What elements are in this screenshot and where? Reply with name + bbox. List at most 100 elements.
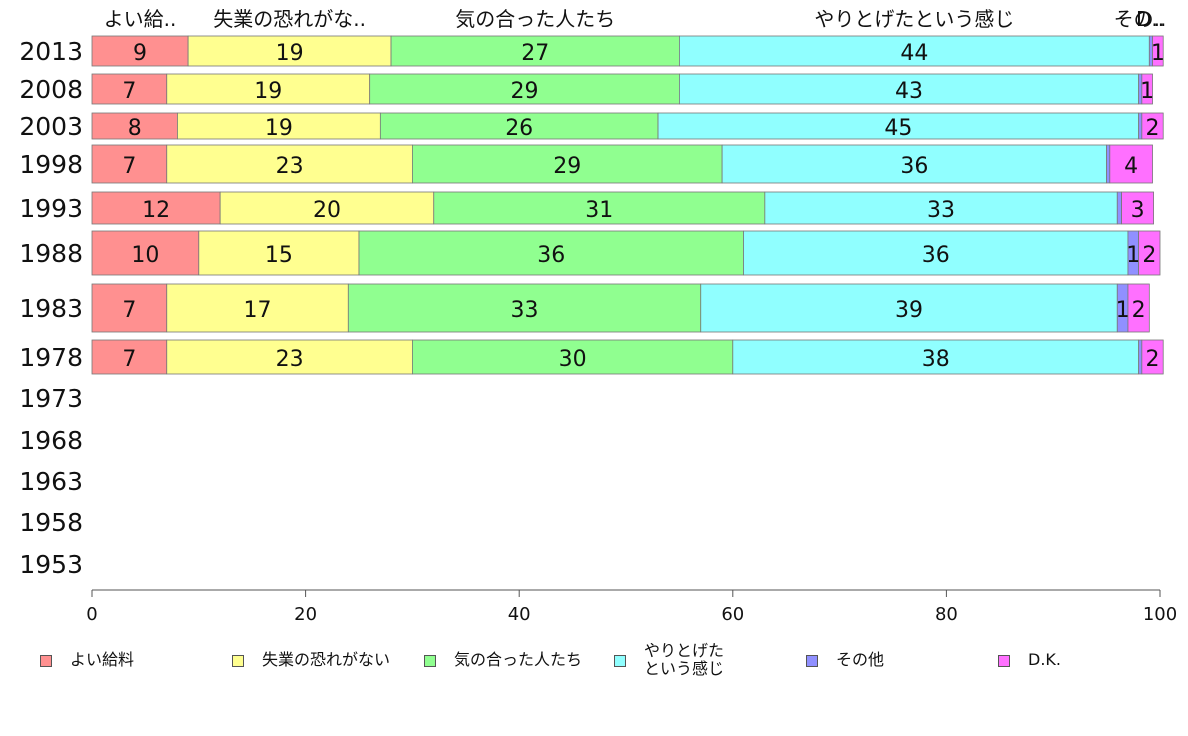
year-label: 1993 xyxy=(19,194,83,223)
bar-segment xyxy=(390,35,680,67)
data-label: 36 xyxy=(922,243,950,268)
legend-swatch xyxy=(998,655,1010,667)
data-label: 1 xyxy=(1126,243,1140,268)
data-label: 2 xyxy=(1146,116,1160,141)
bar-segment xyxy=(358,230,744,276)
bar-segment xyxy=(1127,283,1150,333)
data-label: 1 xyxy=(1151,41,1165,66)
x-tick-label: 60 xyxy=(721,604,744,625)
data-label: 30 xyxy=(559,347,587,372)
bar-segment xyxy=(411,144,723,184)
bar-segment xyxy=(91,73,168,105)
bar-segment xyxy=(1138,339,1143,375)
year-label: 1958 xyxy=(19,508,83,537)
legend-label: D.K. xyxy=(1028,650,1061,669)
data-label: 3 xyxy=(1131,198,1145,223)
data-label: 2 xyxy=(1132,298,1146,323)
bar-segment xyxy=(1152,35,1164,67)
data-label: 7 xyxy=(122,79,136,104)
stacked-bar-chart: 2013200820031998199319881983197819731968… xyxy=(19,7,1177,625)
legend-label: 気の合った人たち xyxy=(454,650,583,669)
chart-legend: よい給料 失業の恐れがない 気の合った人たち やりとげた という感じ その他 D.K. xyxy=(0,640,1188,700)
x-tick-label: 0 xyxy=(86,604,97,625)
data-label: 4 xyxy=(1124,154,1138,179)
bar-segment xyxy=(379,112,659,140)
data-label: 23 xyxy=(276,347,304,372)
data-label: 23 xyxy=(276,154,304,179)
bar-segment xyxy=(721,144,1108,184)
data-label: 9 xyxy=(133,41,147,66)
data-label: 2 xyxy=(1142,243,1156,268)
year-label: 1973 xyxy=(19,384,83,413)
legend-label: よい給料 xyxy=(70,650,135,669)
bar-segment xyxy=(166,73,371,105)
data-label: 2 xyxy=(1146,347,1160,372)
data-label: 10 xyxy=(131,243,159,268)
data-label: 19 xyxy=(276,41,304,66)
series-top-label: その.. xyxy=(1114,7,1167,31)
year-label: 1998 xyxy=(19,150,83,179)
bar-segment xyxy=(1138,230,1161,276)
bar-segment xyxy=(187,35,392,67)
data-label: 7 xyxy=(122,298,136,323)
legend-item: その他 xyxy=(806,640,884,669)
bar-segment xyxy=(198,230,360,276)
data-label: 19 xyxy=(265,116,293,141)
series-top-label: 失業の恐れがな.. xyxy=(213,7,366,31)
bar-segment xyxy=(1106,144,1111,184)
data-label: 17 xyxy=(244,298,272,323)
legend-item: よい給料 xyxy=(40,640,134,669)
data-label: 26 xyxy=(505,116,533,141)
year-label: 2008 xyxy=(19,75,83,104)
data-label: 38 xyxy=(922,347,950,372)
bar-segment xyxy=(1138,112,1143,140)
year-label: 1968 xyxy=(19,426,83,455)
bar-segment xyxy=(91,230,200,276)
bar-segment xyxy=(347,283,702,333)
data-label: 31 xyxy=(585,198,613,223)
legend-swatch xyxy=(614,655,626,667)
data-label: 33 xyxy=(511,298,539,323)
legend-item: 気の合った人たち xyxy=(424,640,582,669)
data-label: 43 xyxy=(895,79,923,104)
data-label: 27 xyxy=(521,41,549,66)
legend-swatch xyxy=(232,655,244,667)
series-top-label: 気の合った人たち xyxy=(455,7,615,31)
bar-segment xyxy=(369,73,680,105)
series-top-label: よい給.. xyxy=(104,7,177,31)
data-label: 15 xyxy=(265,243,293,268)
bar-segment xyxy=(219,191,435,225)
legend-item: やりとげた という感じ xyxy=(614,640,724,678)
legend-label: 失業の恐れがない xyxy=(262,650,391,669)
legend-label: その他 xyxy=(836,650,885,669)
bar-segment xyxy=(679,35,1150,67)
legend-swatch xyxy=(806,655,818,667)
data-label: 39 xyxy=(895,298,923,323)
data-label: 45 xyxy=(884,116,912,141)
bar-segment xyxy=(679,73,1140,105)
data-label: 29 xyxy=(553,154,581,179)
data-label: 7 xyxy=(122,154,136,179)
year-label: 1983 xyxy=(19,294,83,323)
x-tick-label: 100 xyxy=(1143,604,1177,625)
bar-segment xyxy=(1109,144,1153,184)
year-label: 2013 xyxy=(19,37,83,66)
data-label: 19 xyxy=(254,79,282,104)
bar-segment xyxy=(1116,191,1122,225)
data-label: 7 xyxy=(122,347,136,372)
data-label: 20 xyxy=(313,198,341,223)
bar-segment xyxy=(166,339,413,375)
x-tick-label: 20 xyxy=(294,604,317,625)
bar-segment xyxy=(732,339,1140,375)
data-label: 36 xyxy=(900,154,928,179)
bar-segment xyxy=(91,191,221,225)
bar-segment xyxy=(91,283,168,333)
data-label: 44 xyxy=(900,41,928,66)
legend-swatch xyxy=(40,655,52,667)
bar-segment xyxy=(166,283,349,333)
bar-segment xyxy=(1141,73,1153,105)
bar-segment xyxy=(91,35,189,67)
data-label: 1 xyxy=(1116,298,1130,323)
bar-segment xyxy=(166,144,413,184)
legend-item: 失業の恐れがない xyxy=(232,640,390,669)
